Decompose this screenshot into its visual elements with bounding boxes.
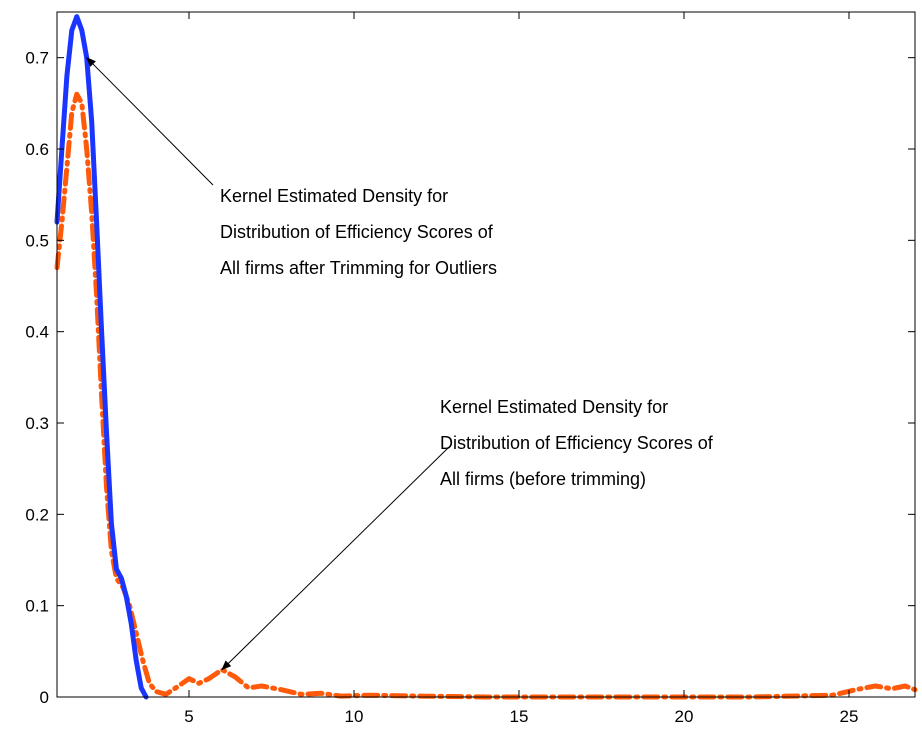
annotation-text-line: All firms (before trimming) — [440, 469, 646, 489]
y-tick-label: 0.5 — [25, 231, 49, 250]
x-tick-label: 10 — [345, 707, 364, 726]
y-tick-label: 0 — [40, 688, 49, 707]
annotation-text-line: Distribution of Efficiency Scores of — [440, 433, 714, 453]
series-line-after-trimming — [54, 14, 149, 700]
y-tick-label: 0.2 — [25, 505, 49, 524]
y-tick-label: 0.3 — [25, 414, 49, 433]
annotations-layer: Kernel Estimated Density for Distribution… — [85, 56, 714, 671]
annotation: Kernel Estimated Density for Distribution… — [85, 56, 497, 278]
annotation-arrow — [221, 447, 449, 671]
x-tick-label: 25 — [840, 707, 859, 726]
ticks-layer: 5 10 15 20 25 0 0.1 0.2 0.3 0.4 0.5 0.6 0.7 — [25, 12, 915, 726]
annotation-text-line: Distribution of Efficiency Scores of — [220, 222, 494, 242]
y-tick-label: 0.6 — [25, 140, 49, 159]
annotation-text-line: All firms after Trimming for Outliers — [220, 258, 497, 278]
x-tick-label: 5 — [184, 707, 193, 726]
x-tick-label: 20 — [675, 707, 694, 726]
annotation: Kernel Estimated Density for Distribution… — [221, 397, 714, 671]
y-tick-label: 0.7 — [25, 49, 49, 68]
annotation-text-line: Kernel Estimated Density for — [220, 186, 448, 206]
y-tick-label: 0.4 — [25, 323, 49, 342]
y-tick-label: 0.1 — [25, 597, 49, 616]
plot-area — [57, 12, 915, 697]
annotation-arrow — [85, 56, 214, 186]
x-tick-label: 15 — [510, 707, 529, 726]
annotation-text-line: Kernel Estimated Density for — [440, 397, 668, 417]
axes-box — [56, 11, 916, 698]
